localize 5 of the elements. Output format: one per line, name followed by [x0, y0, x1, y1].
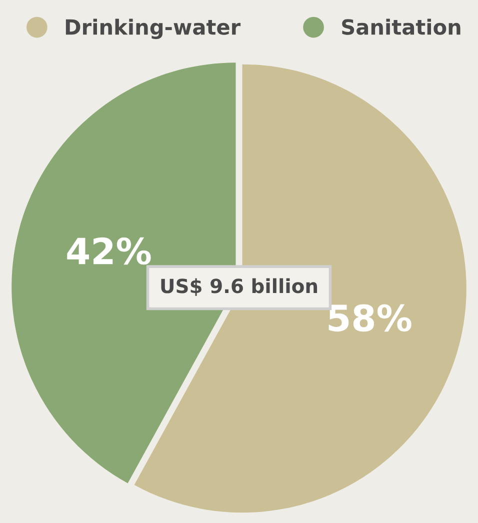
text: US$ 9.6 billion: [161, 278, 318, 296]
legend-label: Drinking-water: [66, 18, 241, 40]
data-label: 42%: [67, 237, 151, 265]
legend-label: Sanitation: [342, 18, 460, 35]
data-label: 58%: [328, 304, 412, 332]
